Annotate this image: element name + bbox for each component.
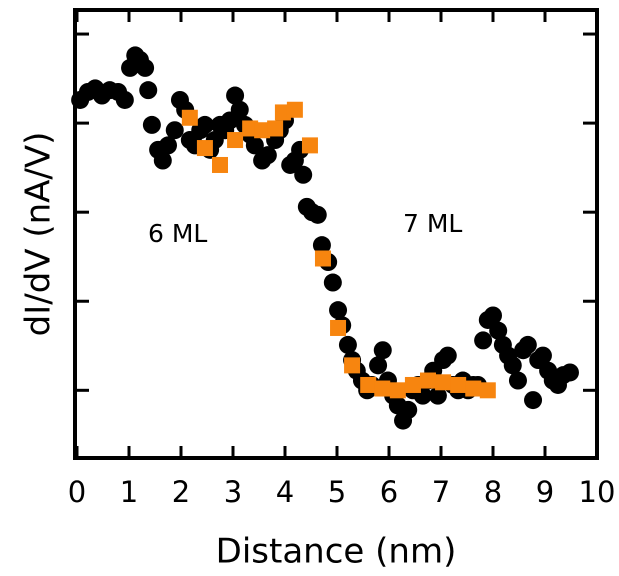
point [308, 205, 327, 224]
point [196, 140, 213, 157]
point [338, 335, 357, 354]
x-tick-label: 0 [68, 475, 86, 509]
point [165, 121, 184, 140]
x-tick-label: 8 [484, 475, 502, 509]
point [301, 137, 318, 154]
point [159, 136, 177, 155]
x-axis-label: Distance (nm) [216, 532, 457, 572]
point [226, 86, 245, 105]
point [323, 273, 342, 292]
point [369, 356, 388, 375]
point [518, 335, 537, 354]
point [489, 321, 508, 340]
point [399, 400, 418, 419]
point [404, 376, 421, 393]
point [420, 372, 436, 389]
annotation: 6 ML [148, 219, 207, 248]
point [484, 306, 502, 325]
x-tick-label: 7 [432, 475, 450, 509]
point [254, 122, 271, 139]
x-tick-label: 6 [380, 475, 398, 509]
point [115, 90, 134, 109]
point [524, 391, 543, 410]
point [142, 115, 161, 134]
point [136, 58, 155, 77]
point [508, 371, 527, 390]
point [294, 165, 313, 184]
point [428, 386, 447, 405]
point [230, 100, 249, 119]
point [245, 136, 264, 155]
point [181, 109, 198, 126]
plot-frame [73, 8, 599, 460]
x-tick-label: 5 [328, 475, 346, 509]
x-tick-label: 10 [579, 475, 616, 509]
y-axis-label: dI/dV (nA/V) [19, 132, 59, 337]
x-tick-label: 1 [120, 475, 138, 509]
point [479, 382, 496, 399]
x-tick-label: 4 [276, 475, 294, 509]
point [533, 346, 552, 365]
point [267, 120, 284, 137]
point [373, 341, 392, 360]
point [195, 115, 214, 134]
point [227, 132, 244, 149]
point [503, 356, 522, 375]
point [286, 101, 303, 118]
point [153, 151, 172, 170]
point [314, 250, 331, 267]
point [560, 363, 579, 382]
point [344, 357, 361, 374]
x-tick-label: 3 [224, 475, 242, 509]
point [212, 156, 228, 173]
annotation: 7 ML [403, 209, 462, 238]
point [389, 382, 406, 399]
point [329, 301, 348, 320]
point [258, 146, 277, 165]
point [450, 376, 467, 393]
point [330, 319, 347, 336]
point [465, 380, 482, 397]
point [374, 380, 391, 397]
point [312, 236, 331, 255]
point [360, 376, 377, 393]
x-tick-label: 9 [536, 475, 554, 509]
point [474, 331, 493, 350]
point [438, 346, 457, 365]
point [139, 81, 158, 100]
point [435, 374, 452, 391]
x-tick-label: 2 [172, 475, 190, 509]
